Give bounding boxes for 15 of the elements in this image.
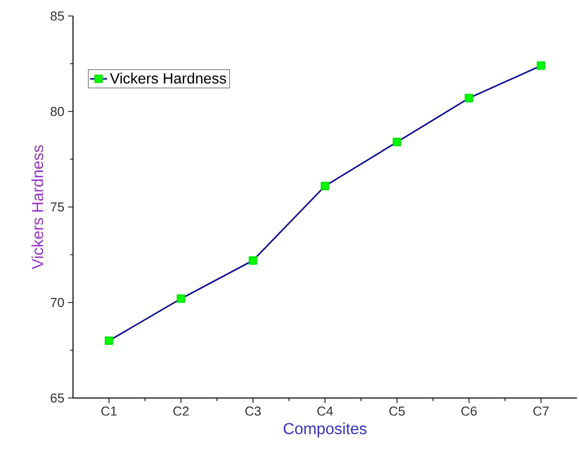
x-tick-label: C7 bbox=[533, 406, 549, 416]
y-tick-label: 70 bbox=[50, 298, 64, 308]
y-tick-label: 65 bbox=[50, 393, 64, 403]
x-tick-label: C6 bbox=[461, 406, 477, 416]
x-tick-label: C5 bbox=[389, 406, 405, 416]
legend-label: Vickers Hardness bbox=[110, 72, 226, 84]
x-tick-label: C2 bbox=[173, 406, 189, 416]
x-axis-title: Composites bbox=[284, 422, 366, 438]
x-tick-label: C1 bbox=[101, 406, 117, 416]
y-tick-label: 85 bbox=[50, 11, 64, 21]
y-tick-label: 80 bbox=[50, 106, 64, 116]
x-tick-label: C3 bbox=[245, 406, 261, 416]
y-tick-label: 75 bbox=[50, 202, 64, 212]
y-axis-title: Vickers Hardness bbox=[32, 145, 44, 270]
x-tick-label: C4 bbox=[317, 406, 333, 416]
